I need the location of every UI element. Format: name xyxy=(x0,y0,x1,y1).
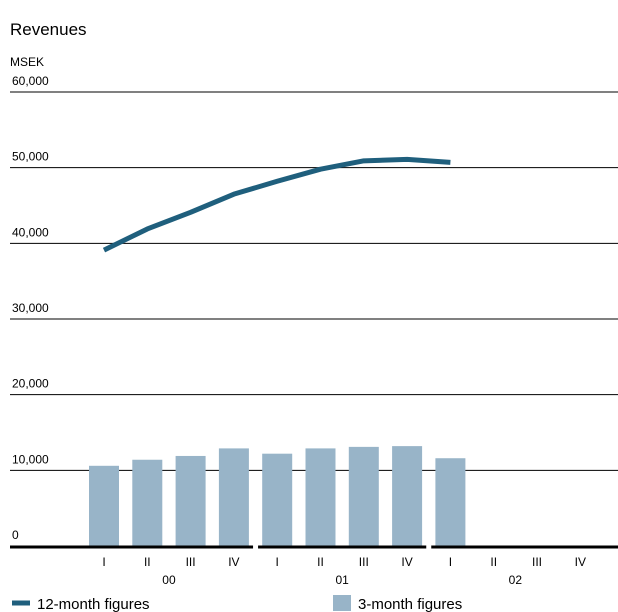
x-tick-label: II xyxy=(317,555,324,569)
x-tick-label: IV xyxy=(575,555,586,569)
x-tick-label: III xyxy=(532,555,542,569)
x-tick-label: II xyxy=(144,555,151,569)
bar xyxy=(435,458,466,546)
x-tick-label: IV xyxy=(228,555,239,569)
bar xyxy=(132,459,163,546)
y-tick-label: 60,000 xyxy=(12,74,49,88)
line xyxy=(102,156,451,253)
x-tick-label: III xyxy=(359,555,369,569)
chart-title: Revenues xyxy=(10,20,87,39)
group-label: 02 xyxy=(509,573,523,587)
legend-label: 3-month figures xyxy=(358,596,462,612)
group-label: 01 xyxy=(335,573,349,587)
group-label: 00 xyxy=(162,573,176,587)
legend-label: 12-month figures xyxy=(37,596,150,612)
y-tick-label: 40,000 xyxy=(12,225,49,239)
x-tick-label: II xyxy=(490,555,497,569)
bar xyxy=(218,448,249,546)
bar xyxy=(392,446,423,546)
x-tick-label: III xyxy=(186,555,196,569)
y-axis-label: MSEK xyxy=(10,55,44,69)
bar xyxy=(348,446,379,546)
y-tick-label: 30,000 xyxy=(12,301,49,315)
x-tick-label: I xyxy=(102,555,105,569)
legend-swatch xyxy=(333,595,351,611)
bar xyxy=(89,465,119,546)
x-tick-label: IV xyxy=(401,555,412,569)
bar xyxy=(175,455,206,546)
bar xyxy=(305,448,336,546)
y-tick-label: 20,000 xyxy=(12,377,49,391)
y-tick-label: 50,000 xyxy=(12,150,49,164)
x-tick-label: I xyxy=(449,555,452,569)
bar xyxy=(262,453,293,546)
y-tick-label: 10,000 xyxy=(12,452,49,466)
y-tick-label: 0 xyxy=(12,528,19,542)
x-tick-label: I xyxy=(276,555,279,569)
